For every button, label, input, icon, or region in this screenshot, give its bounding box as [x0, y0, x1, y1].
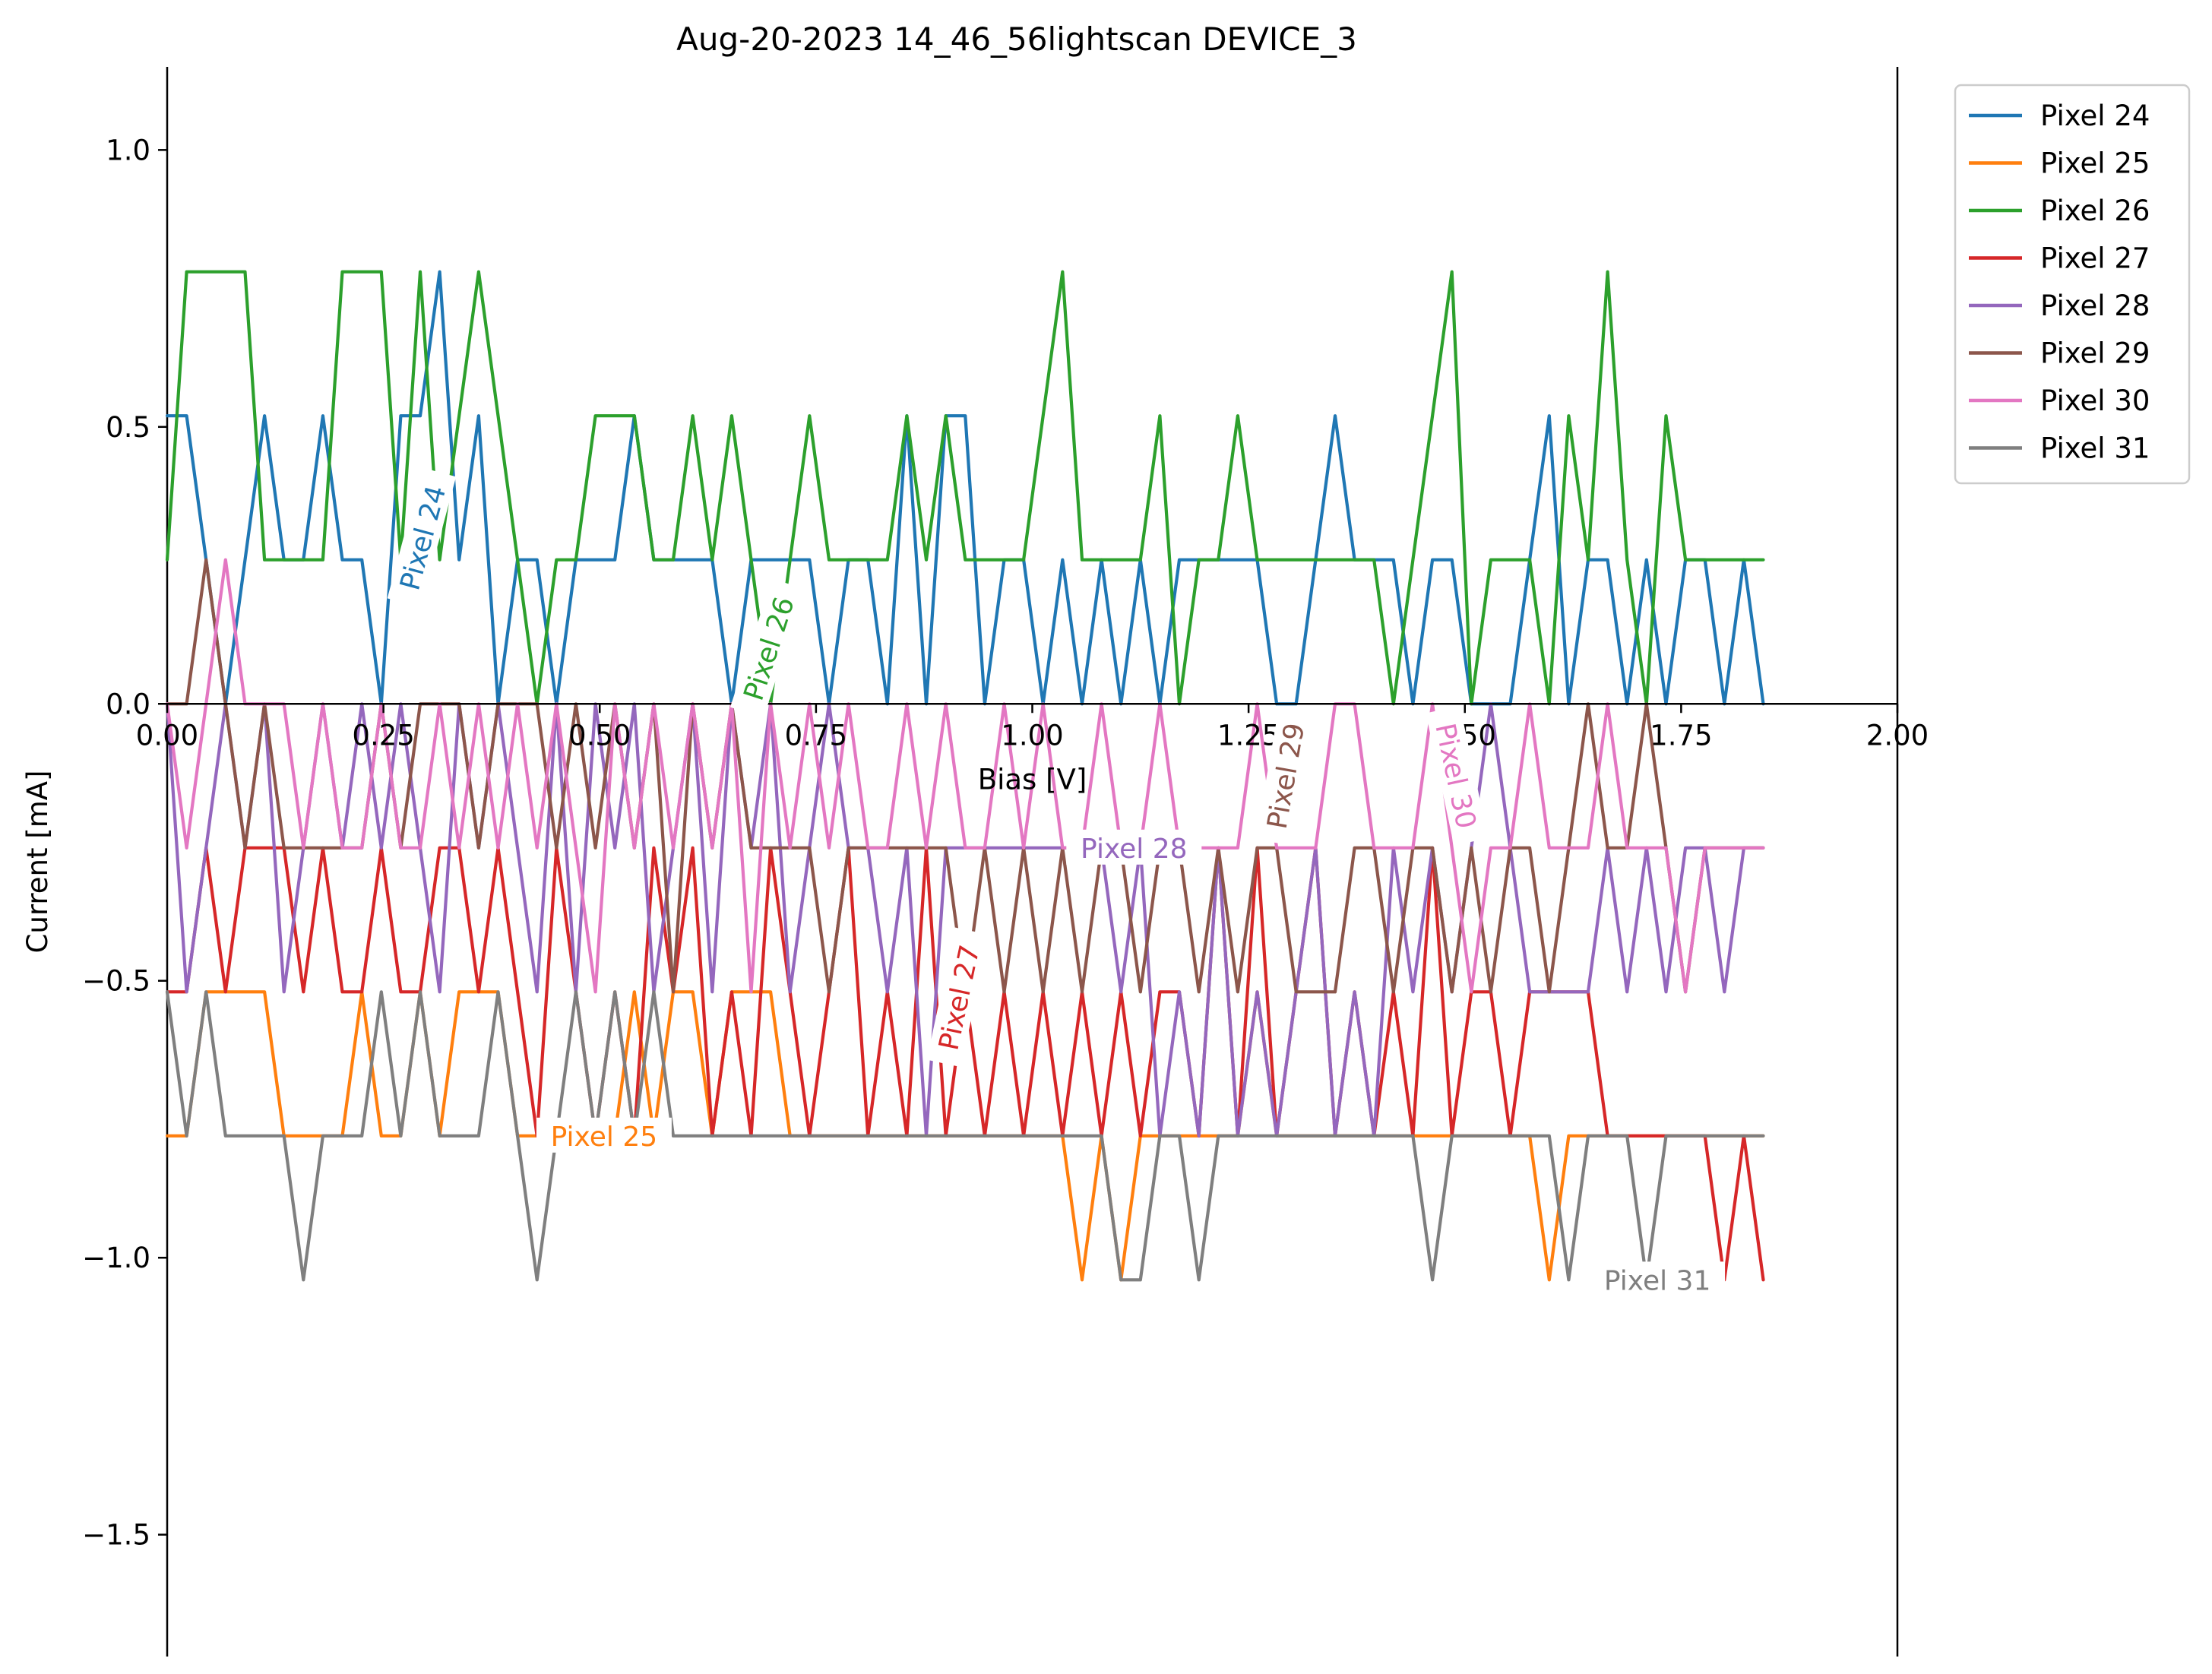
- y-tick-label: 1.0: [106, 134, 150, 166]
- inline-label-group: Pixel 25: [536, 1117, 672, 1153]
- legend-entry: Pixel 28: [2040, 290, 2150, 322]
- legend-entry: Pixel 26: [2040, 195, 2150, 227]
- y-tick-label: −0.5: [82, 965, 150, 998]
- inline-label: Pixel 28: [1081, 834, 1188, 865]
- y-tick-label: 0.0: [106, 688, 150, 720]
- inline-label: Pixel 31: [1604, 1265, 1711, 1296]
- series-line-26: [165, 270, 1765, 706]
- y-tick-label: −1.0: [82, 1242, 150, 1274]
- inline-label-background: [1255, 706, 1314, 846]
- inline-label-background: [1590, 1261, 1726, 1297]
- legend-entry: Pixel 27: [2040, 242, 2150, 275]
- x-tick-label: 0.75: [785, 719, 847, 752]
- inline-label-group: Pixel 31: [1590, 1261, 1726, 1297]
- inline-label-background: [926, 927, 989, 1068]
- x-tick-label: 0.00: [136, 719, 198, 752]
- x-tick-label: 1.75: [1650, 719, 1712, 752]
- plot-area: 0.000.250.500.751.001.251.501.752.001.00…: [21, 67, 1929, 1657]
- x-tick-label: 1.00: [1001, 719, 1063, 752]
- inline-label-background: [729, 578, 805, 718]
- y-axis-label: Current [mA]: [21, 771, 54, 954]
- x-tick-label: 0.50: [568, 719, 631, 752]
- y-tick-label: 0.5: [106, 411, 150, 444]
- legend: Pixel 24 Pixel 25 Pixel 26 Pixel 27 Pixel 28…: [1954, 84, 2191, 485]
- inline-label: Pixel 25: [551, 1122, 658, 1153]
- legend-entry: Pixel 24: [2040, 100, 2150, 132]
- x-tick-label: 2.00: [1866, 719, 1929, 752]
- x-tick-label: 0.25: [352, 719, 414, 752]
- inline-label-background: [536, 1117, 672, 1153]
- inline-label-group: Pixel 28: [1066, 829, 1202, 865]
- legend-frame: [1954, 84, 2191, 485]
- x-tick-label: 1.25: [1217, 719, 1280, 752]
- chart-title: Aug-20-2023 14_46_56lightscan DEVICE_3: [676, 21, 1357, 58]
- y-tick-label: −1.5: [82, 1519, 150, 1552]
- inline-label-background: [1426, 705, 1489, 846]
- legend-entry: Pixel 30: [2040, 384, 2150, 417]
- legend-entry: Pixel 25: [2040, 147, 2150, 180]
- x-axis-label: Bias [V]: [978, 763, 1087, 796]
- legend-entry: Pixel 31: [2040, 432, 2150, 465]
- series-line-31: [165, 990, 1765, 1282]
- legend-entry: Pixel 29: [2040, 337, 2150, 370]
- series-line-30: [165, 558, 1765, 994]
- inline-label-background: [387, 467, 457, 608]
- inline-label-background: [1066, 829, 1202, 865]
